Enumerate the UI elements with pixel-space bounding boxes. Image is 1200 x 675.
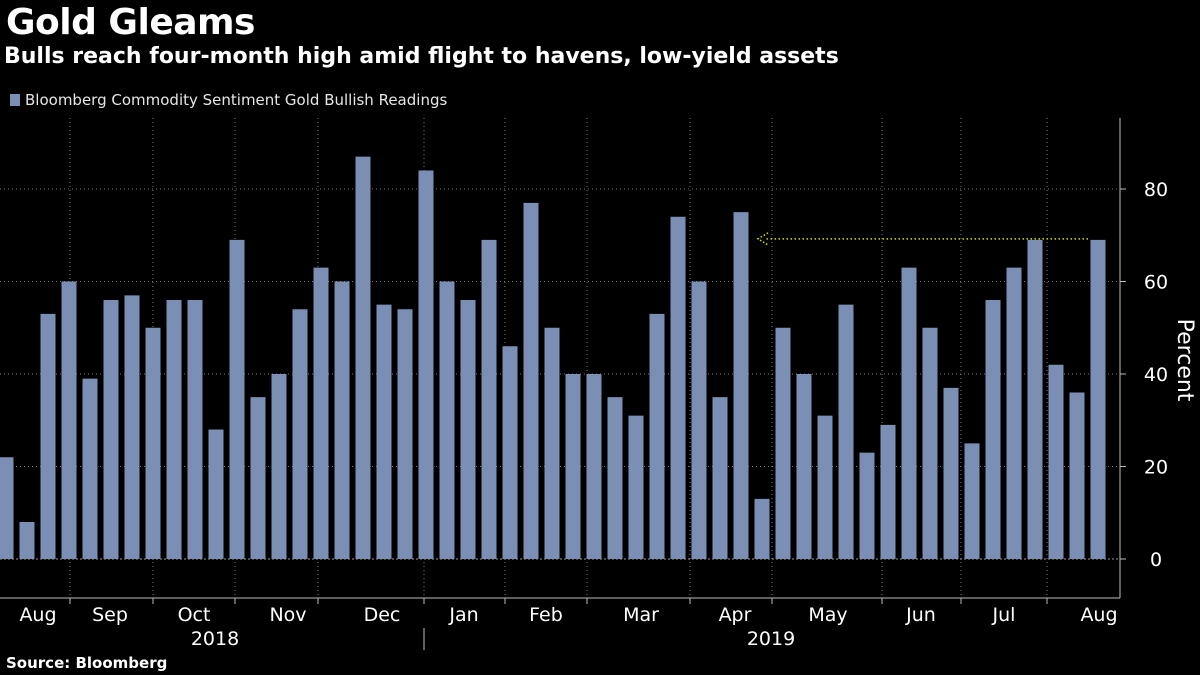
- x-tick-label: Feb: [529, 604, 563, 626]
- bar: [964, 443, 980, 560]
- bar: [733, 212, 749, 560]
- y-tick-label: 40: [1144, 364, 1168, 386]
- y-tick-label: 0: [1150, 549, 1162, 571]
- x-tick-label: Jan: [448, 604, 478, 626]
- bar: [208, 429, 224, 559]
- bar: [754, 498, 770, 560]
- bar: [166, 300, 182, 559]
- bar: [376, 304, 392, 560]
- legend-label: Bloomberg Commodity Sentiment Gold Bulli…: [25, 91, 448, 109]
- bar: [607, 397, 623, 560]
- bar: [649, 313, 665, 560]
- chart-subtitle: Bulls reach four-month high amid flight …: [4, 44, 839, 69]
- x-tick-label: Nov: [269, 604, 306, 626]
- bar: [670, 216, 686, 559]
- x-tick-label: Jun: [905, 604, 936, 626]
- x-tick-label: Apr: [719, 604, 752, 626]
- bar: [124, 295, 140, 560]
- bar: [145, 327, 161, 559]
- x-tick-label: Dec: [364, 604, 401, 626]
- legend-swatch: [10, 94, 20, 106]
- bar: [775, 327, 791, 559]
- x-tick-label: Mar: [623, 604, 659, 626]
- bar: [418, 170, 434, 559]
- bar: [334, 281, 350, 559]
- bar: [292, 309, 308, 559]
- year-label: 2019: [747, 628, 795, 650]
- y-tick-label: 20: [1144, 457, 1168, 479]
- bar: [691, 281, 707, 559]
- year-label: 2018: [191, 628, 239, 650]
- bar: [586, 374, 602, 559]
- x-tick-label: Aug: [1080, 604, 1117, 626]
- bar: [1090, 239, 1106, 560]
- bar: [313, 267, 329, 560]
- x-tick-label: Sep: [92, 604, 128, 626]
- bar: [985, 300, 1001, 559]
- y-tick-label: 80: [1144, 179, 1168, 201]
- bar: [817, 415, 833, 560]
- bar: [397, 309, 413, 559]
- bar: [1069, 392, 1085, 559]
- legend: Bloomberg Commodity Sentiment Gold Bulli…: [10, 91, 447, 109]
- bar: [460, 300, 476, 559]
- x-tick-label: Jul: [992, 604, 1016, 626]
- bar: [796, 374, 812, 559]
- bar: [712, 397, 728, 560]
- bar: [355, 156, 371, 560]
- bar: [439, 281, 455, 559]
- annotation-arrow-head: [756, 232, 769, 246]
- bar: [901, 267, 917, 560]
- bar: [943, 387, 959, 560]
- x-tick-label: Oct: [178, 604, 211, 626]
- bar: [880, 424, 896, 560]
- bar: [103, 300, 119, 559]
- bar: [40, 313, 56, 560]
- bar: [565, 374, 581, 559]
- bar: [1006, 267, 1022, 560]
- x-tick-label: May: [808, 604, 847, 626]
- x-tick-label: Aug: [19, 604, 56, 626]
- bar: [1048, 364, 1064, 559]
- bar: [250, 397, 266, 560]
- bar: [19, 522, 35, 559]
- bar: [859, 452, 875, 560]
- bar: [271, 374, 287, 559]
- source-note: Source: Bloomberg: [6, 654, 168, 672]
- y-tick-label: 60: [1144, 272, 1168, 294]
- chart-title: Gold Gleams: [6, 2, 255, 43]
- bar: [82, 378, 98, 560]
- bar: [187, 300, 203, 559]
- bar: [544, 327, 560, 559]
- bar: [523, 202, 539, 560]
- y-axis-title: Percent: [1172, 319, 1197, 402]
- bar: [922, 327, 938, 559]
- bar: [1027, 239, 1043, 560]
- bar: [502, 346, 518, 559]
- bar: [61, 281, 77, 559]
- bar: [481, 239, 497, 560]
- bar: [628, 415, 644, 560]
- bar: [0, 457, 14, 559]
- bar: [838, 304, 854, 560]
- bar: [229, 239, 245, 560]
